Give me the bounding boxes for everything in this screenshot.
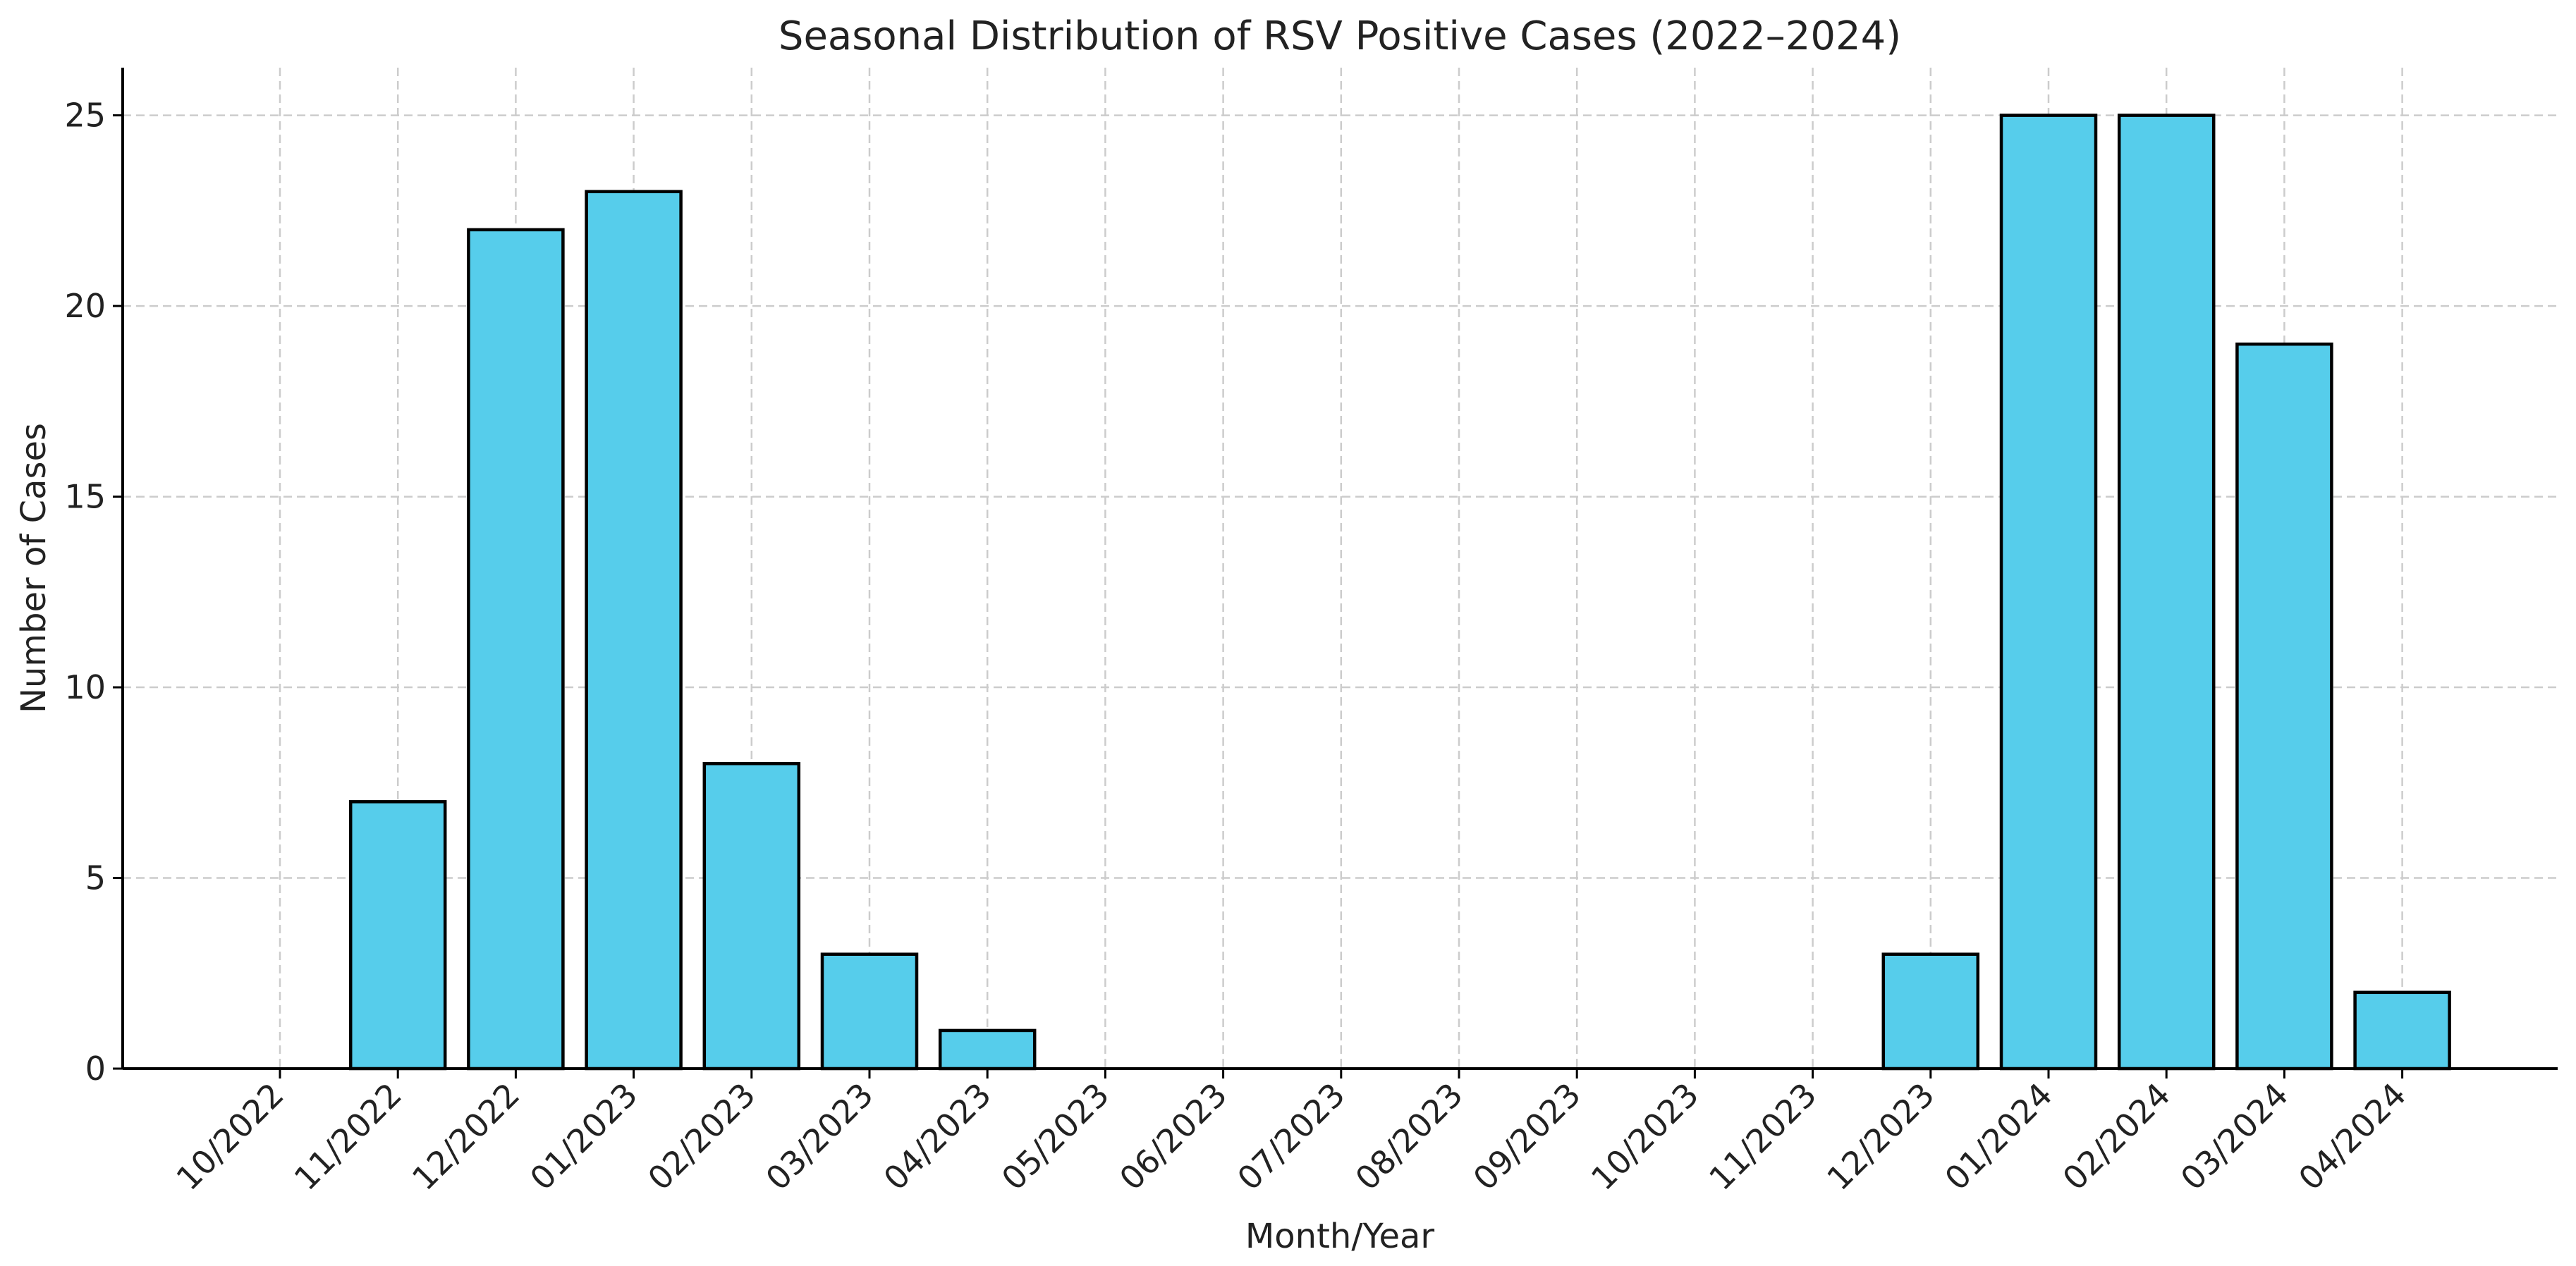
x-tick-label: 01/2023 <box>523 1076 645 1198</box>
x-tick-label: 03/2024 <box>2173 1076 2295 1198</box>
x-tick-label: 04/2024 <box>2291 1076 2413 1198</box>
x-tick-label: 10/2022 <box>169 1076 291 1198</box>
x-tick-label: 10/2023 <box>1584 1076 1706 1198</box>
x-tick-label: 04/2023 <box>877 1076 999 1198</box>
y-tick-label: 20 <box>64 287 106 325</box>
x-tick-label: 11/2023 <box>1702 1076 1824 1198</box>
bar-04-2024 <box>2353 990 2451 1071</box>
y-tick-label: 5 <box>85 859 106 897</box>
bar-11-2022 <box>348 800 447 1071</box>
chart-title: Seasonal Distribution of RSV Positive Ca… <box>779 13 1901 59</box>
x-tick-label: 08/2023 <box>1348 1076 1470 1198</box>
x-tick-label: 02/2023 <box>640 1076 762 1198</box>
bars-layer <box>348 113 2451 1071</box>
bar-12-2022 <box>467 228 565 1071</box>
y-axis-label: Number of Cases <box>14 423 54 713</box>
x-tick-label: 12/2022 <box>405 1076 527 1198</box>
x-tick-label: 11/2022 <box>287 1076 409 1198</box>
bar-03-2023 <box>820 952 919 1071</box>
x-tick-label: 09/2023 <box>1466 1076 1588 1198</box>
x-tick-label: 07/2023 <box>1230 1076 1352 1198</box>
y-tick-label: 15 <box>64 478 106 516</box>
x-tick-label: 01/2024 <box>1937 1076 2059 1198</box>
x-tick-label: 06/2023 <box>1112 1076 1234 1198</box>
bar-02-2023 <box>702 761 801 1071</box>
bar-04-2023 <box>938 1028 1037 1071</box>
y-tick-label: 25 <box>64 97 106 135</box>
y-tick-label: 10 <box>64 668 106 706</box>
bar-12-2023 <box>1881 952 1980 1071</box>
x-tick-label: 05/2023 <box>994 1076 1116 1198</box>
bar-03-2024 <box>2235 342 2333 1071</box>
x-axis-label: Month/Year <box>1245 1217 1435 1256</box>
bar-02-2024 <box>2117 113 2216 1071</box>
bar-01-2024 <box>1999 113 2098 1071</box>
x-tick-label: 12/2023 <box>1819 1076 1941 1198</box>
x-tick-label: 02/2024 <box>2056 1076 2178 1198</box>
y-tick-label: 0 <box>85 1050 106 1088</box>
bar-01-2023 <box>585 190 683 1071</box>
x-tick-label: 03/2023 <box>758 1076 880 1198</box>
